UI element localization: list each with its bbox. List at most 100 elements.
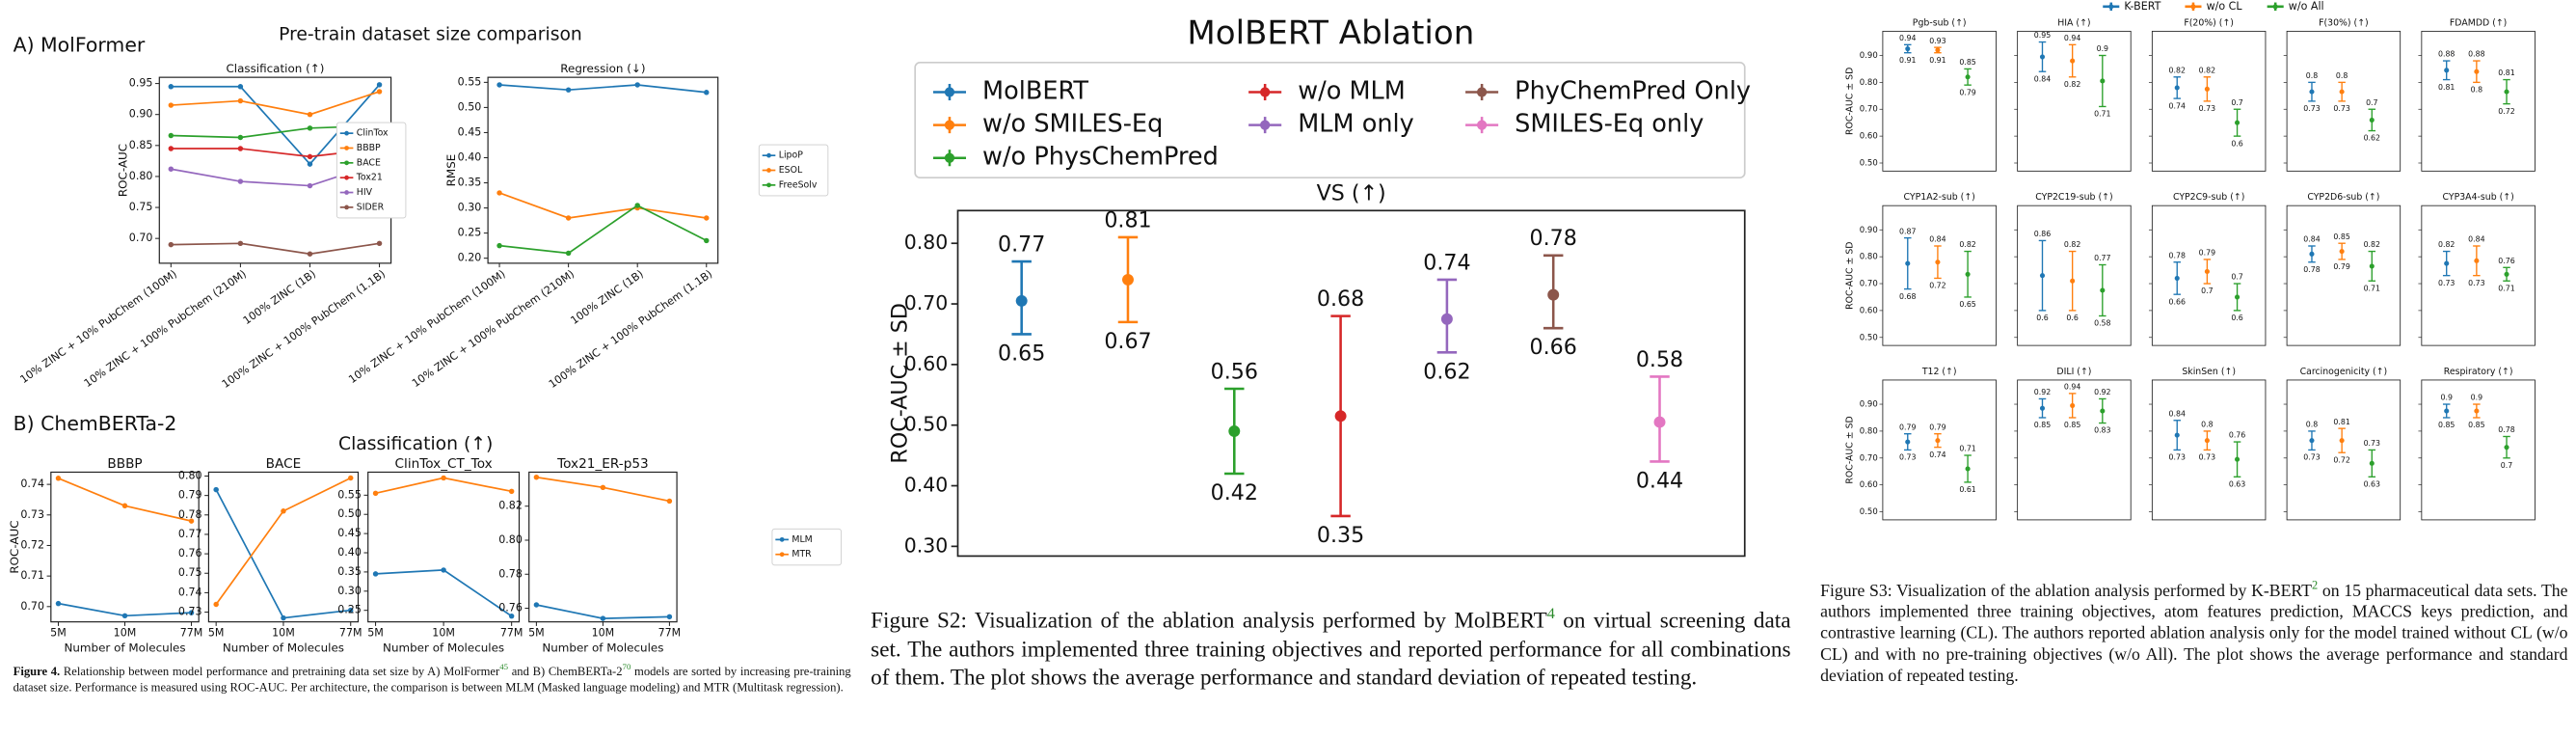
data-point — [634, 82, 640, 88]
data-point — [1653, 416, 1666, 428]
data-label: 0.66 — [1530, 335, 1577, 360]
y-axis-label: ROC-AUC — [116, 144, 129, 197]
data-label: 0.92 — [2094, 388, 2110, 396]
y-tick-label: 0.45 — [458, 125, 482, 138]
data-label: 0.73 — [2303, 104, 2320, 113]
y-tick-label: 0.90 — [1860, 51, 1878, 61]
data-point — [441, 475, 446, 481]
y-tick-label: 0.79 — [178, 489, 202, 502]
data-point — [372, 490, 379, 497]
panel: CYP2D6-sub (↑) 0.84 0.78 0.85 0.79 0.82 0.71 — [2283, 192, 2402, 346]
data-point — [2039, 273, 2046, 279]
legend-label: PhyChemPred Only — [1515, 76, 1751, 105]
chart-title: Regression (↓) — [560, 62, 645, 75]
data-point — [1334, 410, 1347, 423]
data-label: 0.94 — [2064, 383, 2080, 392]
reference-number: 45 — [499, 663, 509, 673]
data-point — [704, 237, 710, 244]
data-point — [2204, 268, 2210, 275]
data-point — [237, 97, 244, 104]
legend-label: LipoP — [779, 150, 803, 161]
panel: SkinSen (↑) 0.84 0.73 0.8 0.73 0.76 0.63 — [2148, 367, 2267, 521]
panel-title: CYP3A4-sub (↑) — [2443, 192, 2514, 203]
chart-title: Tox21_ER-p53 — [556, 456, 649, 472]
data-label: 0.62 — [1423, 359, 1470, 384]
data-point — [2100, 408, 2106, 414]
data-point — [2039, 405, 2046, 411]
legend-label: w/o All — [2289, 0, 2324, 13]
data-point — [533, 602, 540, 608]
y-tick-label: 0.25 — [458, 227, 482, 239]
y-tick-label: 0.50 — [1860, 158, 1878, 168]
y-tick-label: 0.40 — [904, 474, 948, 497]
caption-text: models are sorted by increasing pre-trai… — [13, 664, 851, 695]
plot-frame — [2017, 30, 2132, 172]
y-axis-label: ROC-AUC ± SD — [1844, 416, 1855, 483]
legend-label: K-BERT — [2124, 0, 2160, 13]
data-point — [307, 125, 313, 131]
data-label: 0.85 — [2468, 421, 2484, 429]
y-tick-label: 0.74 — [20, 478, 44, 490]
data-label: 0.76 — [2229, 431, 2245, 440]
data-label: 0.6 — [2036, 314, 2048, 322]
data-label: 0.74 — [1929, 450, 1945, 459]
panel: T12 (↑) 0.50 0.60 0.70 0.80 0.90 ROC-AUC ± SD 0… — [1844, 367, 1997, 521]
data-point — [2444, 260, 2450, 266]
panel: CYP3A4-sub (↑) 0.82 0.73 0.84 0.73 0.76 0.71 — [2418, 192, 2536, 346]
y-tick-label: 0.50 — [458, 100, 482, 113]
data-label: 0.71 — [1959, 445, 1975, 453]
legend-swatch — [2272, 4, 2278, 10]
data-label: 0.91 — [1899, 56, 1916, 65]
legend-label: MTR — [792, 549, 812, 560]
plot-frame — [528, 471, 678, 623]
data-point — [2204, 438, 2210, 444]
data-point — [2339, 438, 2345, 444]
data-label: 0.7 — [2231, 98, 2242, 107]
data-label: 0.86 — [2034, 230, 2051, 238]
data-point — [2309, 251, 2315, 257]
y-tick-label: 0.70 — [904, 291, 948, 314]
panel: F(30%) (↑) 0.8 0.73 0.8 0.73 0.7 0.62 — [2283, 17, 2402, 172]
data-label: 0.74 — [1423, 250, 1470, 275]
data-label: 0.79 — [2199, 249, 2215, 258]
panel-title: CYP2C19-sub (↑) — [2035, 192, 2112, 203]
data-label: 0.44 — [1636, 468, 1683, 493]
data-label: 0.73 — [2199, 453, 2215, 462]
plot-frame — [2151, 379, 2267, 521]
data-label: 0.82 — [2169, 66, 2186, 74]
data-point — [2369, 117, 2375, 123]
data-label: 0.73 — [2333, 104, 2349, 113]
data-label: 0.81 — [1104, 207, 1151, 232]
y-tick-label: 0.90 — [1860, 400, 1878, 410]
plot-frame — [50, 471, 200, 623]
data-label: 0.79 — [2333, 262, 2349, 271]
panel: FDAMDD (↑) 0.88 0.81 0.88 0.8 0.81 0.72 — [2418, 17, 2536, 172]
data-label: 0.92 — [2034, 388, 2051, 396]
data-label: 0.85 — [2064, 421, 2080, 429]
x-tick-label: 10M — [592, 627, 615, 640]
legend-label: ClinTox — [357, 128, 389, 139]
data-point — [2339, 89, 2345, 95]
data-label: 0.72 — [2333, 455, 2349, 464]
data-point — [1547, 288, 1560, 301]
data-point — [1228, 425, 1241, 437]
y-tick-label: 0.78 — [178, 508, 202, 521]
panel: CYP2C9-sub (↑) 0.78 0.66 0.79 0.7 0.7 0.6 — [2148, 192, 2267, 346]
data-label: 0.94 — [2064, 34, 2080, 42]
legend-label: MLM only — [1298, 110, 1414, 139]
legend-swatch — [779, 536, 785, 542]
data-label: 0.84 — [2169, 409, 2186, 418]
legend-swatch — [766, 152, 771, 158]
y-tick-label: 0.50 — [337, 507, 362, 520]
legend-label: w/o MLM — [1298, 76, 1406, 105]
x-axis-label: Number of Molecules — [383, 641, 504, 654]
legend-box — [758, 144, 829, 197]
plot-frame — [2017, 205, 2132, 346]
data-point — [376, 240, 383, 247]
data-point — [508, 613, 515, 619]
data-label: 0.85 — [2438, 421, 2455, 429]
data-point — [2504, 271, 2509, 277]
data-point — [2474, 408, 2480, 414]
